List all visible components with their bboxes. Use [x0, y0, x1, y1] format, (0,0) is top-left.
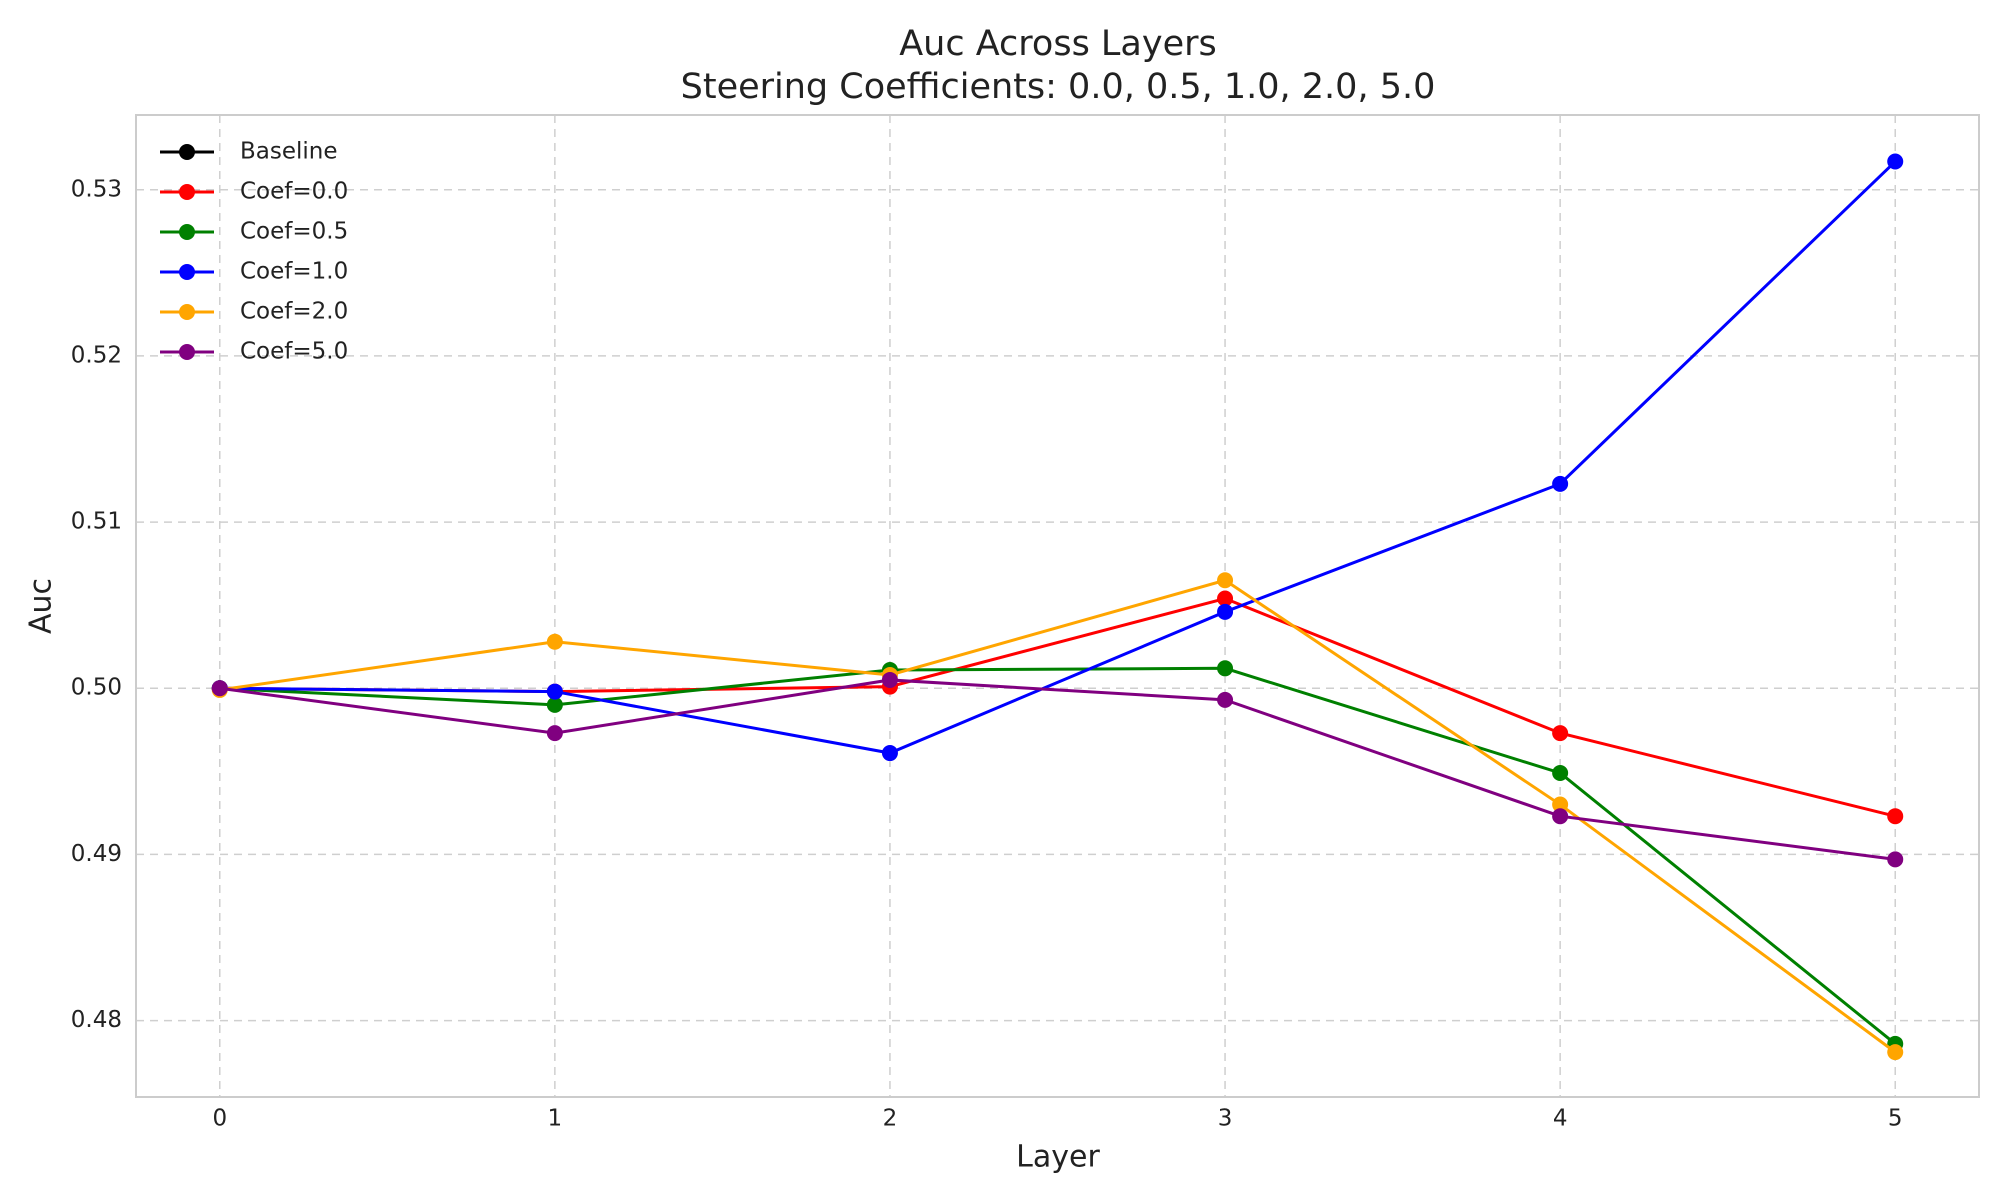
point — [1217, 590, 1234, 607]
point — [1217, 691, 1234, 708]
legend-marker — [179, 304, 195, 320]
plot-frame — [135, 114, 1980, 1098]
legend-label: Coef=5.0 — [240, 339, 348, 365]
point — [546, 725, 563, 742]
legend-label: Coef=0.0 — [240, 179, 348, 205]
y-tick-label: 0.48 — [71, 1007, 122, 1033]
y-tick-label: 0.51 — [71, 509, 122, 535]
x-tick-label: 2 — [883, 1106, 898, 1132]
y-tick-label: 0.53 — [71, 176, 122, 202]
series-line — [219, 578, 1897, 1054]
point — [1552, 808, 1569, 825]
point — [1217, 572, 1234, 589]
legend-marker — [179, 344, 195, 360]
point — [1217, 660, 1234, 677]
series-line — [219, 678, 1896, 861]
chart-subtitle: Steering Coefficients: 0.0, 0.5, 1.0, 2.… — [681, 67, 1436, 107]
point — [546, 683, 563, 700]
series-line — [219, 160, 1897, 755]
y-axis-label: Auc — [24, 578, 59, 634]
point — [1887, 1044, 1904, 1061]
point — [1887, 153, 1904, 170]
legend-label: Coef=2.0 — [240, 299, 348, 325]
x-tick-label: 5 — [1888, 1106, 1903, 1132]
legend-label: Coef=0.5 — [240, 219, 348, 245]
point — [1887, 808, 1904, 825]
legend-label: Baseline — [240, 139, 338, 165]
point — [546, 696, 563, 713]
chart-title: Auc Across Layers — [899, 24, 1217, 64]
legend-marker — [179, 264, 195, 280]
x-axis-label: Layer — [1016, 1140, 1100, 1175]
legend-marker — [179, 144, 195, 160]
x-tick-label: 3 — [1218, 1106, 1233, 1132]
x-tick-label: 0 — [212, 1106, 227, 1132]
x-tick-label: 1 — [548, 1106, 563, 1132]
point — [1552, 475, 1569, 492]
point — [1887, 851, 1904, 868]
point — [1552, 764, 1569, 781]
series-line — [219, 666, 1897, 1045]
y-tick-label: 0.49 — [71, 841, 122, 867]
point — [546, 633, 563, 650]
point — [1217, 603, 1234, 620]
point — [1552, 725, 1569, 742]
point — [211, 680, 228, 697]
legend-marker — [179, 184, 195, 200]
y-tick-label: 0.52 — [71, 342, 122, 368]
point — [881, 671, 898, 688]
y-tick-label: 0.50 — [71, 675, 122, 701]
legend-marker — [179, 224, 195, 240]
legend-label: Coef=1.0 — [240, 259, 348, 285]
point — [1552, 796, 1569, 813]
x-tick-label: 4 — [1553, 1106, 1568, 1132]
point — [881, 745, 898, 762]
